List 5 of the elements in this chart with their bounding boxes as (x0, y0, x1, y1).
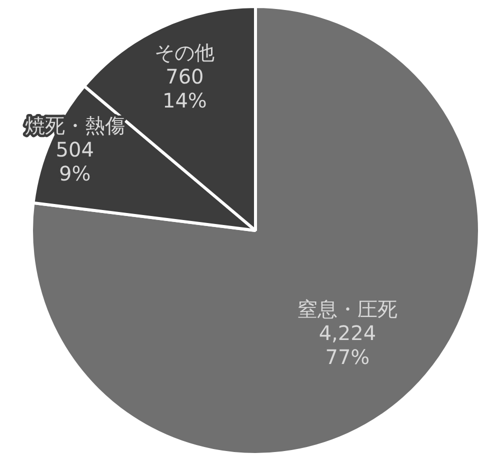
data-label: 504 9% (56, 138, 94, 186)
data-label: 760 14% (162, 64, 207, 112)
data-label: 4,224 77% (318, 320, 376, 369)
slice-label: 窒息・圧死 (297, 296, 398, 321)
slice-label: その他 (154, 40, 215, 64)
